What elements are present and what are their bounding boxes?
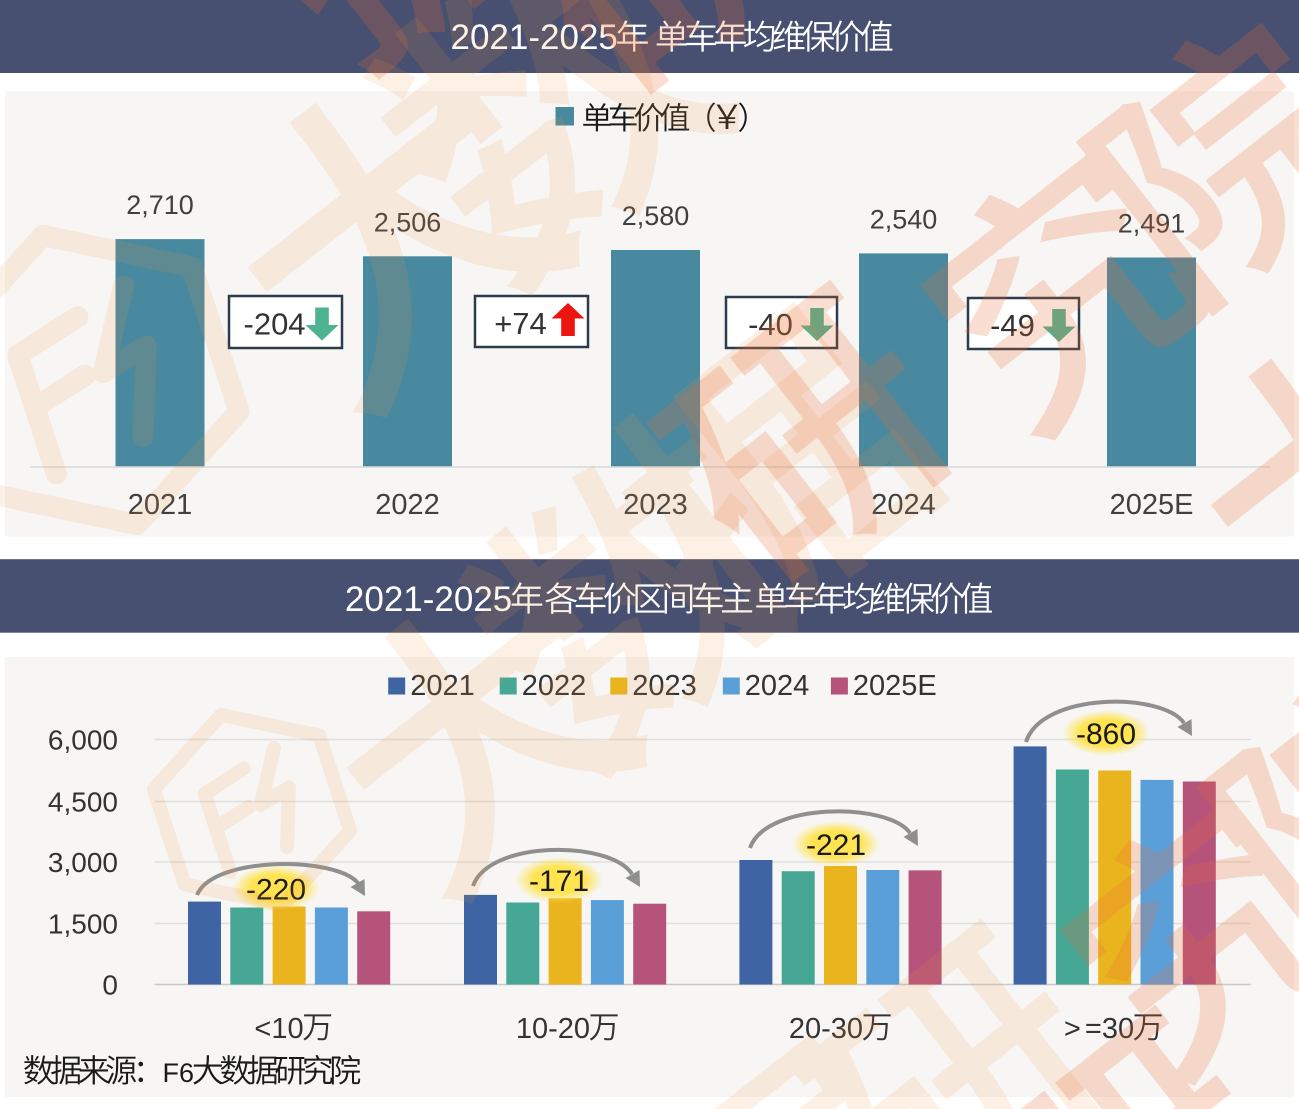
svg-text:2022: 2022 (375, 489, 440, 521)
svg-text:1,500: 1,500 (48, 909, 118, 940)
svg-text:-220: -220 (246, 874, 306, 907)
svg-text:2021: 2021 (128, 489, 193, 521)
svg-text:2025E: 2025E (1110, 489, 1194, 521)
svg-text:2,710: 2,710 (126, 190, 194, 220)
svg-text:3,000: 3,000 (48, 847, 118, 878)
svg-text:>: > (1064, 1013, 1081, 1045)
svg-text:10-20: 10-20 (516, 1013, 590, 1045)
svg-text:0: 0 (102, 970, 118, 1001)
svg-text:-221: -221 (806, 829, 866, 862)
svg-text:-860: -860 (1076, 718, 1136, 751)
svg-text:<10: <10 (254, 1013, 303, 1045)
svg-text:-204: -204 (244, 307, 306, 342)
svg-text:4,500: 4,500 (48, 787, 118, 818)
svg-text:2025E: 2025E (853, 670, 937, 702)
svg-text:F6: F6 (163, 1058, 195, 1088)
svg-text:2024: 2024 (745, 670, 810, 702)
svg-text:2,540: 2,540 (870, 204, 938, 234)
svg-text:+74: +74 (494, 306, 547, 341)
svg-text:-171: -171 (529, 865, 589, 898)
svg-text:6,000: 6,000 (48, 725, 118, 756)
